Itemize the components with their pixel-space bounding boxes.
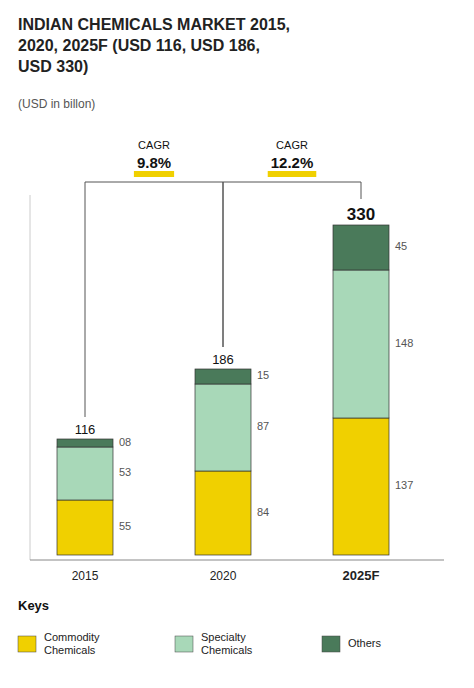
x-tick-label: 2015: [72, 569, 99, 583]
legend: Keys CommodityChemicals SpecialtyChemicals…: [18, 598, 382, 655]
bracket-line: [85, 182, 223, 183]
legend-label: Others: [348, 637, 382, 649]
y-axis-line: [30, 195, 31, 560]
bracket-line: [223, 182, 224, 347]
legend-label: SpecialtyChemicals: [201, 630, 253, 655]
segment-label: 84: [257, 506, 269, 518]
bar-segment: [57, 439, 113, 447]
cagr-value: 12.2%: [271, 154, 314, 171]
legend-swatch: [175, 636, 193, 652]
cagr-label: CAGR: [138, 139, 170, 151]
x-axis-line: [30, 560, 444, 561]
x-tick-label: 2025F: [343, 568, 380, 583]
legend-label: CommodityChemicals: [44, 630, 100, 655]
segment-label: 08: [119, 436, 131, 448]
bar-segment: [195, 471, 251, 555]
total-label: 116: [75, 422, 96, 437]
bar-segment: [57, 500, 113, 555]
bar-segment: [57, 447, 113, 500]
legend-swatch: [322, 636, 340, 652]
cagr-value: 9.8%: [137, 154, 171, 171]
bar-segment: [333, 270, 389, 418]
segment-label: 148: [395, 337, 413, 349]
bar-segment: [195, 384, 251, 471]
cagr-bracket: 12.2% CAGR: [223, 139, 361, 347]
legend-swatch: [18, 636, 36, 652]
data-labels: 55 84 137 53 87 148 08 15 45: [119, 240, 413, 532]
bar-segment: [333, 225, 389, 270]
title: INDIAN CHEMICALS MARKET 2015,2020, 2025F…: [18, 16, 290, 75]
total-label: 186: [212, 352, 234, 367]
x-tick-label: 2020: [210, 569, 237, 583]
legend-title: Keys: [18, 598, 49, 613]
segment-label: 87: [257, 420, 269, 432]
segment-label: 55: [119, 520, 131, 532]
total-label: 330: [347, 205, 375, 224]
segment-label: 45: [395, 240, 407, 252]
bracket-line: [85, 182, 86, 417]
bracket-line: [361, 182, 362, 199]
highlight: [268, 171, 317, 177]
bar-segment: [195, 369, 251, 384]
segment-label: 15: [257, 369, 269, 381]
cagr-label: CAGR: [276, 139, 308, 151]
bar-segment: [333, 418, 389, 555]
segment-label: 137: [395, 479, 413, 491]
segment-label: 53: [119, 466, 131, 478]
chart: INDIAN CHEMICALS MARKET 2015,2020, 2025F…: [0, 0, 474, 688]
bracket-line: [223, 182, 224, 347]
cagr-bracket: 9.8% CAGR: [85, 139, 223, 417]
bracket-line: [223, 182, 361, 183]
subtitle: (USD in billon): [18, 97, 95, 111]
highlight: [134, 171, 174, 177]
